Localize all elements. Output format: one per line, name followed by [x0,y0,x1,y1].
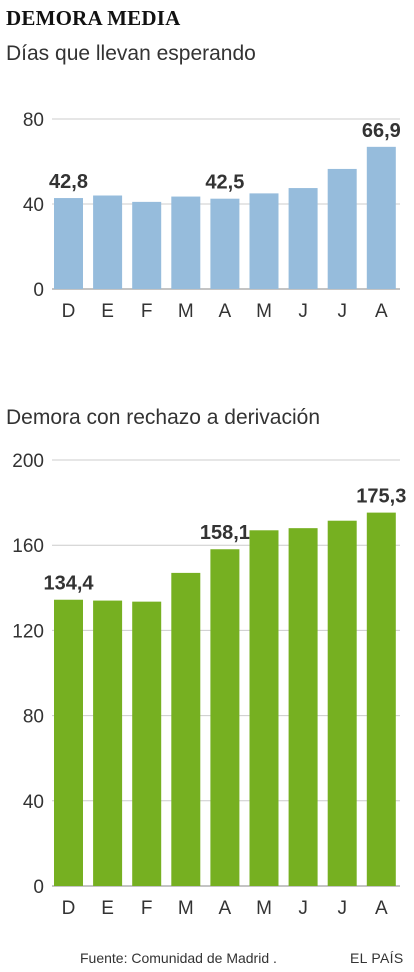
chart1-ytick-label: 80 [23,110,44,131]
chart2-bar-chart: 0 40 80 120 160 200 D 134,4 E F M A 158,1 M J J A 175,3 [12,451,406,919]
chart2-bar [288,528,318,886]
page-title: DEMORA MEDIA [6,6,181,30]
chart1-data-label: 42,5 [205,172,244,194]
chart2-ytick-label: 200 [12,451,44,472]
chart2-category-label: A [219,898,232,919]
source-note: Fuente: Comunidad de Madrid . [80,950,277,966]
chart1-bar [366,146,396,289]
chart1-category-label: F [141,301,153,322]
chart2-data-label: 134,4 [43,573,94,595]
chart2-category-label: M [256,898,272,919]
chart2-data-label: 158,1 [200,522,250,544]
chart2-category-label: A [375,898,388,919]
chart2-category-label: E [101,898,114,919]
chart1-category-label: E [101,301,114,322]
chart2-ytick-label: 160 [12,536,44,557]
chart2-bar [249,530,279,886]
chart2-ytick-label: 80 [23,707,44,728]
chart1-data-label: 66,9 [362,120,401,142]
chart2-bar [171,572,201,886]
chart1-bar [54,198,83,289]
chart2-category-label: J [298,898,308,919]
chart2-data-label: 175,3 [356,486,406,508]
chart2-title: Demora con rechazo a derivación [6,406,320,429]
chart1-bar [93,195,123,289]
chart1-bar [249,193,279,289]
chart1-ytick-label: 0 [33,280,44,301]
chart2-bar [210,549,240,886]
chart1-bar [327,168,357,289]
brand-label: EL PAÍS [350,950,404,966]
chart2-ytick-label: 0 [33,877,44,898]
chart1-ytick-label: 40 [23,195,44,216]
chart2-category-label: J [337,898,347,919]
chart1-category-label: D [62,301,76,322]
chart1-bar [132,201,162,289]
chart2-bar [54,599,83,886]
chart1-category-label: M [178,301,194,322]
chart1-category-label: M [256,301,272,322]
chart2-ytick-label: 120 [12,621,44,642]
chart1-data-label: 42,8 [49,171,88,193]
chart2-ytick-label: 40 [23,792,44,813]
chart1-title: Días que llevan esperando [6,42,256,65]
chart2-bar [366,512,396,886]
chart1-category-label: A [219,301,232,322]
chart2-bar [132,601,162,886]
chart2-bar [93,600,123,886]
chart1-bar-chart: 0 40 80 D 42,8 E F M A 42,5 M J J A 66,9 [23,110,401,322]
chart1-category-label: J [337,301,347,322]
chart2-category-label: F [141,898,153,919]
chart1-category-label: J [298,301,308,322]
chart2-category-label: D [62,898,76,919]
chart1-bar [288,188,318,289]
chart1-bar [171,196,201,289]
chart2-bar [327,520,357,886]
chart2-category-label: M [178,898,194,919]
chart1-category-label: A [375,301,388,322]
chart1-bar [210,198,240,289]
